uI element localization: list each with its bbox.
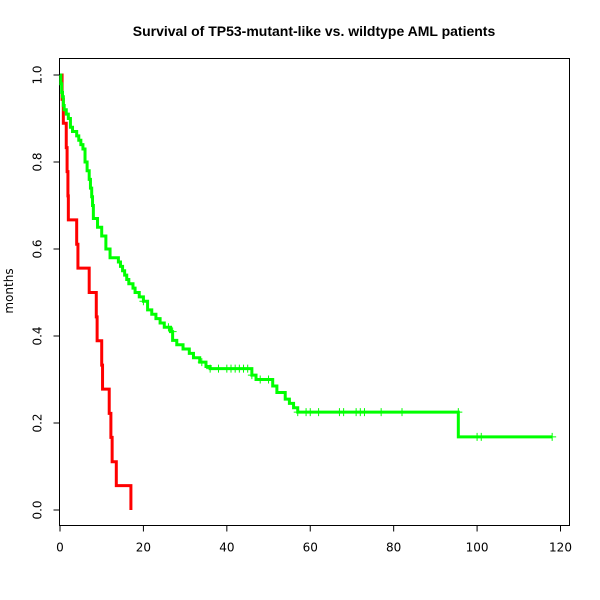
censor-mark bbox=[548, 432, 557, 441]
censor-mark bbox=[293, 408, 302, 417]
censor-mark bbox=[197, 358, 206, 367]
y-tick-label: 0.4 bbox=[31, 326, 45, 345]
censor-mark bbox=[139, 297, 148, 306]
x-tick-label: 80 bbox=[386, 541, 401, 555]
censor-mark bbox=[243, 364, 252, 373]
survival-curve-1 bbox=[60, 73, 133, 510]
censor-mark bbox=[264, 375, 273, 384]
censor-mark bbox=[306, 408, 315, 417]
x-tick-label: 20 bbox=[136, 541, 151, 555]
censor-mark bbox=[256, 375, 265, 384]
x-tick-label: 0 bbox=[56, 541, 64, 555]
censor-mark bbox=[477, 432, 486, 441]
censor-mark bbox=[168, 327, 177, 336]
censor-mark bbox=[454, 408, 463, 417]
censor-mark bbox=[339, 408, 348, 417]
censor-mark bbox=[314, 408, 323, 417]
y-axis-label: months bbox=[2, 268, 16, 313]
y-tick-label: 0.0 bbox=[31, 500, 45, 519]
censor-mark bbox=[206, 364, 215, 373]
censor-mark bbox=[377, 408, 386, 417]
censor-mark bbox=[398, 408, 407, 417]
censor-mark bbox=[247, 371, 256, 380]
x-axis: 0 20 40 60 80 100 120 bbox=[56, 525, 572, 555]
chart-title: Survival of TP53-mutant-like vs. wildtyp… bbox=[133, 23, 496, 39]
y-tick-label: 0.6 bbox=[31, 239, 45, 258]
y-tick-label: 0.8 bbox=[31, 152, 45, 171]
censor-mark bbox=[164, 323, 173, 332]
y-axis: 0.0 0.2 0.4 0.6 0.8 1.0 bbox=[31, 65, 60, 520]
x-tick-label: 100 bbox=[466, 541, 489, 555]
censor-mark bbox=[214, 364, 223, 373]
x-tick-label: 120 bbox=[549, 541, 572, 555]
survival-curve-2 bbox=[59, 73, 553, 439]
y-tick-label: 1.0 bbox=[31, 65, 45, 84]
survival-curves bbox=[59, 73, 557, 510]
x-tick-label: 40 bbox=[219, 541, 234, 555]
x-tick-label: 60 bbox=[303, 541, 318, 555]
y-tick-label: 0.2 bbox=[31, 413, 45, 432]
censor-mark bbox=[360, 408, 369, 417]
